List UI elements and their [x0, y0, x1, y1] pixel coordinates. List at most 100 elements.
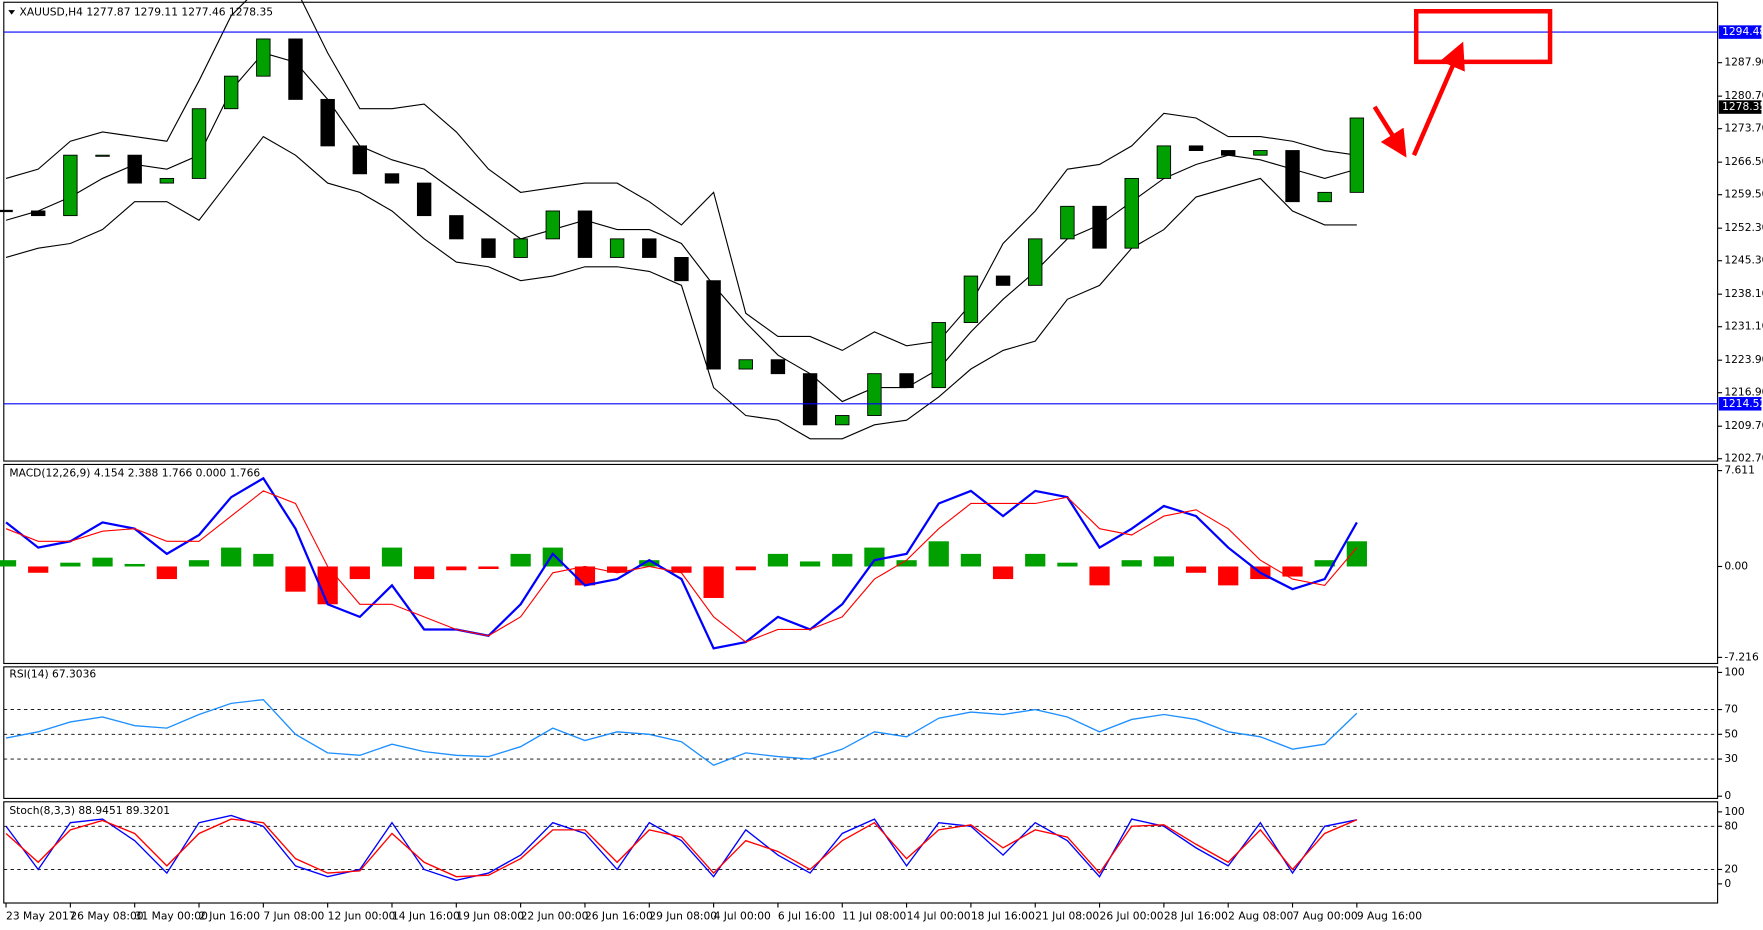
macd-histogram-bar — [381, 547, 403, 567]
macd-histogram-bar — [799, 561, 821, 567]
candle — [577, 210, 593, 258]
y-tick-label: 100 — [1724, 665, 1745, 678]
macd-histogram-bar — [574, 566, 596, 586]
y-tick-label: 0 — [1724, 789, 1731, 802]
macd-histogram-bar — [478, 566, 499, 569]
y-tick-label: 1209.70 — [1724, 419, 1763, 432]
y-tick-label: 50 — [1724, 727, 1738, 740]
candle — [31, 210, 46, 217]
candle — [899, 373, 914, 389]
y-tick-label: 100 — [1724, 805, 1745, 818]
x-tick-label: 26 Jun 16:00 — [585, 910, 653, 923]
candle — [1060, 205, 1075, 240]
macd-histogram-bar — [1025, 553, 1046, 567]
macd-histogram-bar — [1057, 562, 1078, 567]
candle — [995, 275, 1011, 286]
macd-histogram-bar — [446, 566, 467, 571]
y-tick-label: 80 — [1724, 819, 1738, 832]
macd-histogram-bar — [864, 547, 885, 567]
macd-histogram-bar — [221, 547, 242, 567]
macd-title: MACD(12,26,9) 4.154 2.388 1.766 0.000 1.… — [9, 466, 260, 479]
x-tick-label: 28 Jul 16:00 — [1164, 910, 1228, 923]
bollinger-upper — [5, 0, 1357, 352]
candle — [1092, 205, 1107, 249]
stoch-panel — [3, 801, 1719, 904]
candle — [449, 215, 464, 240]
x-tick-label: 4 Jul 00:00 — [714, 910, 771, 923]
x-tick-label: 23 May 2017 — [6, 910, 76, 923]
price-panel — [3, 1, 1719, 462]
y-tick-label: 1252.30 — [1724, 221, 1763, 234]
candle — [0, 209, 13, 213]
y-tick-label: -7.216 — [1724, 650, 1759, 663]
x-tick-label: 9 Aug 16:00 — [1357, 910, 1422, 923]
candle — [416, 182, 432, 217]
x-tick-label: 7 Jun 08:00 — [263, 910, 324, 923]
y-tick-label: 1259.50 — [1724, 188, 1763, 201]
macd-histogram-bar — [188, 560, 210, 567]
x-tick-label: 11 Jul 08:00 — [842, 910, 906, 923]
macd-histogram-bar — [414, 566, 435, 580]
macd-histogram-bar — [832, 553, 853, 567]
candle — [95, 154, 110, 157]
y-tick-label: 1223.90 — [1724, 353, 1763, 366]
candle — [835, 415, 850, 426]
target-box — [1413, 8, 1553, 65]
y-tick-label: 1280.70 — [1724, 89, 1763, 102]
rsi-title: RSI(14) 67.3036 — [9, 668, 96, 681]
macd-histogram-bar — [928, 541, 949, 567]
candle — [352, 145, 368, 175]
macd-histogram-bar — [60, 562, 81, 567]
last-price-box — [1718, 100, 1762, 114]
macd-histogram-bar — [1153, 556, 1174, 567]
candle — [1124, 177, 1139, 249]
x-tick-label: 12 Jun 00:00 — [328, 910, 396, 923]
price-title: XAUUSD,H4 1277.87 1279.11 1277.46 1278.3… — [20, 5, 274, 18]
candle — [545, 210, 560, 240]
candle — [223, 75, 239, 110]
candle — [706, 280, 721, 370]
y-tick-label: 20 — [1724, 862, 1738, 875]
x-tick-label: 21 Jul 08:00 — [1035, 910, 1099, 923]
candle — [931, 322, 946, 389]
candle — [63, 154, 78, 217]
macd-histogram-bar — [253, 553, 274, 567]
candle — [867, 373, 882, 416]
macd-histogram-bar — [28, 566, 49, 573]
candle — [1317, 191, 1332, 203]
candle — [256, 38, 271, 77]
candle — [1285, 150, 1300, 203]
menu-triangle — [8, 10, 16, 15]
arrow-down — [1372, 105, 1407, 158]
candle — [609, 238, 625, 258]
y-tick-label: 1231.10 — [1724, 320, 1763, 333]
macd-histogram-bar — [1121, 560, 1142, 567]
macd-line — [5, 476, 1358, 650]
bollinger-middle — [5, 52, 1358, 403]
x-tick-label: 2 Jun 16:00 — [199, 910, 260, 923]
macd-histogram-bar — [349, 566, 370, 580]
y-tick-label: 1287.90 — [1724, 56, 1763, 69]
macd-histogram-bar — [767, 553, 789, 567]
macd-histogram-bar — [1282, 566, 1303, 577]
y-tick-label: 1245.30 — [1724, 254, 1763, 267]
macd-histogram-bar — [92, 557, 113, 567]
x-tick-label: 19 Jun 08:00 — [456, 910, 524, 923]
macd-histogram-bar — [1089, 566, 1110, 586]
macd-histogram-bar — [606, 566, 628, 573]
macd-histogram-bar — [510, 553, 531, 567]
macd-histogram-bar — [1314, 560, 1335, 567]
level-label: 1294.48 — [1722, 25, 1763, 38]
y-tick-label: 0 — [1724, 877, 1731, 890]
y-tick-label: 1238.10 — [1724, 287, 1763, 300]
y-tick-label: 70 — [1724, 703, 1738, 716]
candle — [127, 154, 142, 184]
macd-histogram-bar — [671, 566, 692, 573]
bollinger-lower — [5, 135, 1357, 440]
y-tick-label: 1202.70 — [1724, 452, 1763, 465]
candle — [320, 98, 335, 147]
x-tick-label: 18 Jul 16:00 — [971, 910, 1035, 923]
candle — [481, 238, 496, 258]
